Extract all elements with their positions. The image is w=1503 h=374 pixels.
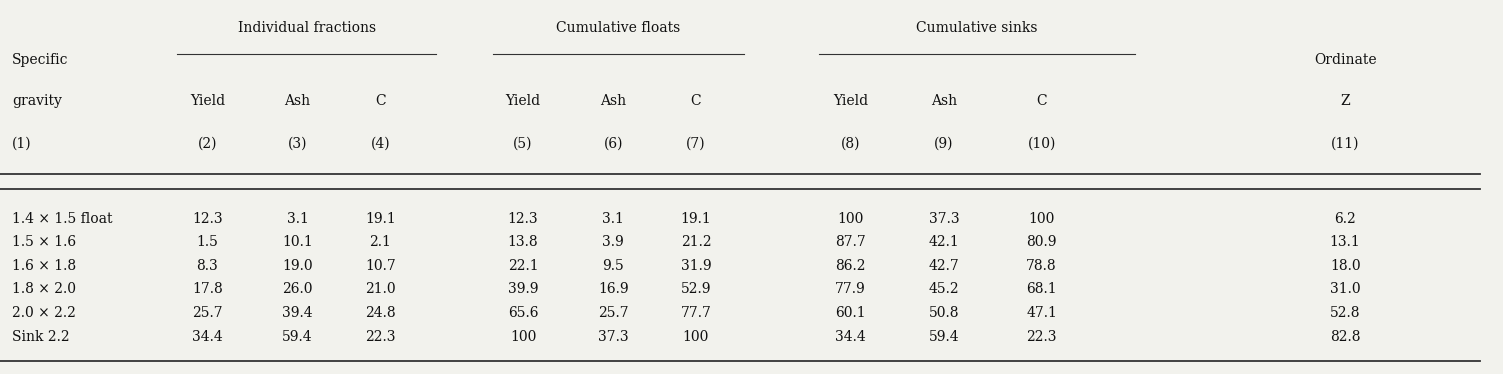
Text: C: C: [690, 94, 702, 108]
Text: (1): (1): [12, 137, 32, 151]
Text: (9): (9): [935, 137, 953, 151]
Text: 100: 100: [1028, 212, 1055, 226]
Text: 25.7: 25.7: [192, 306, 222, 320]
Text: 19.1: 19.1: [681, 212, 711, 226]
Text: 31.0: 31.0: [1330, 282, 1360, 297]
Text: C: C: [374, 94, 386, 108]
Text: 1.6 × 1.8: 1.6 × 1.8: [12, 259, 77, 273]
Text: 31.9: 31.9: [681, 259, 711, 273]
Text: (2): (2): [198, 137, 216, 151]
Text: Cumulative sinks: Cumulative sinks: [917, 21, 1037, 35]
Text: 77.9: 77.9: [836, 282, 866, 297]
Text: 25.7: 25.7: [598, 306, 628, 320]
Text: 2.0 × 2.2: 2.0 × 2.2: [12, 306, 75, 320]
Text: 60.1: 60.1: [836, 306, 866, 320]
Text: 1.4 × 1.5 float: 1.4 × 1.5 float: [12, 212, 113, 226]
Text: 3.1: 3.1: [603, 212, 624, 226]
Text: 8.3: 8.3: [197, 259, 218, 273]
Text: 59.4: 59.4: [929, 329, 959, 344]
Text: 6.2: 6.2: [1335, 212, 1356, 226]
Text: (10): (10): [1028, 137, 1055, 151]
Text: 86.2: 86.2: [836, 259, 866, 273]
Text: 18.0: 18.0: [1330, 259, 1360, 273]
Text: 1.5: 1.5: [197, 235, 218, 249]
Text: 10.1: 10.1: [283, 235, 313, 249]
Text: 1.5 × 1.6: 1.5 × 1.6: [12, 235, 77, 249]
Text: 52.9: 52.9: [681, 282, 711, 297]
Text: 39.4: 39.4: [283, 306, 313, 320]
Text: 82.8: 82.8: [1330, 329, 1360, 344]
Text: 39.9: 39.9: [508, 282, 538, 297]
Text: 47.1: 47.1: [1027, 306, 1057, 320]
Text: Yield: Yield: [189, 94, 225, 108]
Text: (7): (7): [685, 137, 706, 151]
Text: 9.5: 9.5: [603, 259, 624, 273]
Text: 59.4: 59.4: [283, 329, 313, 344]
Text: (3): (3): [289, 137, 307, 151]
Text: 16.9: 16.9: [598, 282, 628, 297]
Text: (6): (6): [604, 137, 622, 151]
Text: 65.6: 65.6: [508, 306, 538, 320]
Text: Ash: Ash: [600, 94, 627, 108]
Text: 22.1: 22.1: [508, 259, 538, 273]
Text: 22.3: 22.3: [1027, 329, 1057, 344]
Text: 37.3: 37.3: [929, 212, 959, 226]
Text: (8): (8): [842, 137, 860, 151]
Text: 22.3: 22.3: [365, 329, 395, 344]
Text: 77.7: 77.7: [681, 306, 711, 320]
Text: 13.1: 13.1: [1330, 235, 1360, 249]
Text: 34.4: 34.4: [192, 329, 222, 344]
Text: 24.8: 24.8: [365, 306, 395, 320]
Text: C: C: [1036, 94, 1048, 108]
Text: 21.2: 21.2: [681, 235, 711, 249]
Text: Individual fractions: Individual fractions: [237, 21, 376, 35]
Text: 68.1: 68.1: [1027, 282, 1057, 297]
Text: (4): (4): [370, 137, 391, 151]
Text: Yield: Yield: [505, 94, 541, 108]
Text: 50.8: 50.8: [929, 306, 959, 320]
Text: 87.7: 87.7: [836, 235, 866, 249]
Text: Ordinate: Ordinate: [1314, 53, 1377, 67]
Text: 42.7: 42.7: [929, 259, 959, 273]
Text: 34.4: 34.4: [836, 329, 866, 344]
Text: 100: 100: [510, 329, 537, 344]
Text: 19.0: 19.0: [283, 259, 313, 273]
Text: Ash: Ash: [930, 94, 957, 108]
Text: 52.8: 52.8: [1330, 306, 1360, 320]
Text: 26.0: 26.0: [283, 282, 313, 297]
Text: (5): (5): [514, 137, 532, 151]
Text: 45.2: 45.2: [929, 282, 959, 297]
Text: 10.7: 10.7: [365, 259, 395, 273]
Text: Z: Z: [1341, 94, 1350, 108]
Text: 3.9: 3.9: [603, 235, 624, 249]
Text: 21.0: 21.0: [365, 282, 395, 297]
Text: 12.3: 12.3: [192, 212, 222, 226]
Text: 19.1: 19.1: [365, 212, 395, 226]
Text: 1.8 × 2.0: 1.8 × 2.0: [12, 282, 77, 297]
Text: Cumulative floats: Cumulative floats: [556, 21, 681, 35]
Text: 78.8: 78.8: [1027, 259, 1057, 273]
Text: 13.8: 13.8: [508, 235, 538, 249]
Text: 2.1: 2.1: [370, 235, 391, 249]
Text: Sink 2.2: Sink 2.2: [12, 329, 69, 344]
Text: (11): (11): [1332, 137, 1359, 151]
Text: Ash: Ash: [284, 94, 311, 108]
Text: 17.8: 17.8: [192, 282, 222, 297]
Text: 80.9: 80.9: [1027, 235, 1057, 249]
Text: 37.3: 37.3: [598, 329, 628, 344]
Text: Yield: Yield: [833, 94, 869, 108]
Text: 12.3: 12.3: [508, 212, 538, 226]
Text: 100: 100: [682, 329, 709, 344]
Text: 100: 100: [837, 212, 864, 226]
Text: Specific: Specific: [12, 53, 69, 67]
Text: gravity: gravity: [12, 94, 62, 108]
Text: 3.1: 3.1: [287, 212, 308, 226]
Text: 42.1: 42.1: [929, 235, 959, 249]
